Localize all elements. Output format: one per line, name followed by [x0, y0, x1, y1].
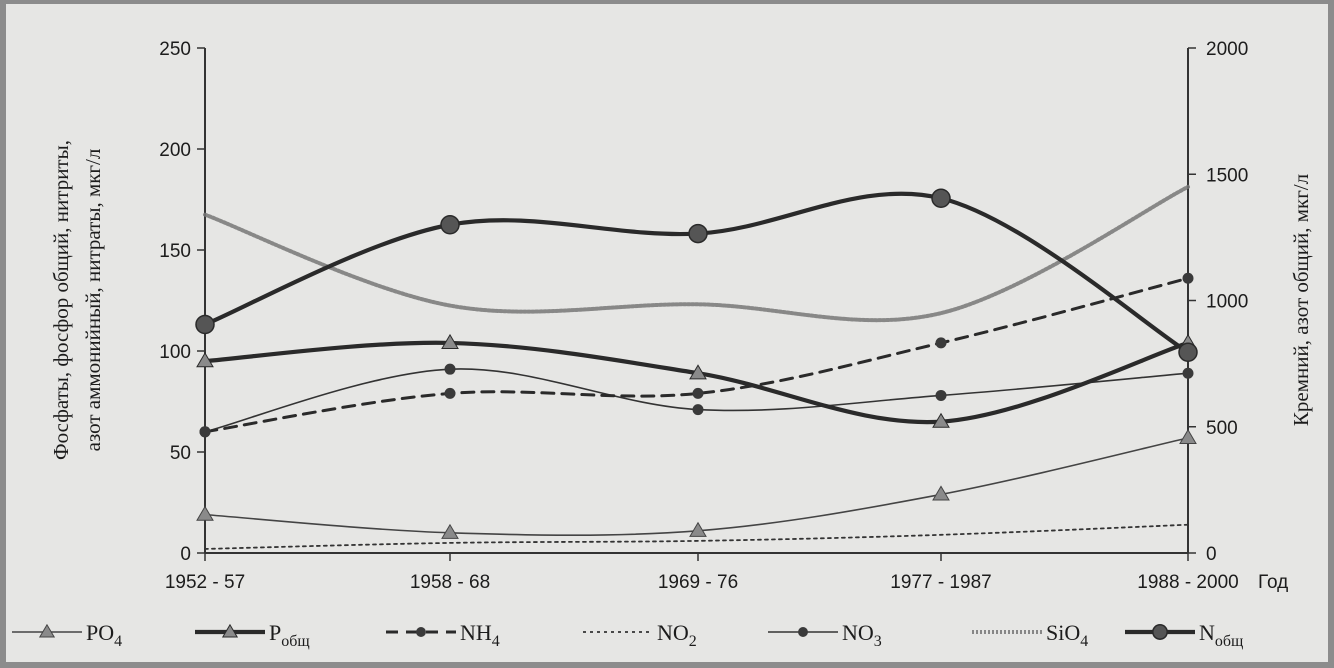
data-point-pобщ	[196, 352, 214, 368]
legend-label-no3: NO3	[842, 620, 882, 650]
data-point-no3	[692, 404, 704, 416]
data-point-nh4	[935, 337, 947, 349]
legend-label-sio4: SiO4	[1046, 620, 1088, 650]
data-point-po4	[1179, 428, 1197, 444]
data-point-no3	[935, 389, 947, 401]
legend-marker-nh4	[416, 627, 426, 637]
data-point-nобщ	[1178, 342, 1198, 363]
data-point-nобщ	[688, 223, 708, 244]
y-right-axis-title: Кремний, азот общий, мкг/л	[1289, 174, 1313, 426]
data-point-pобщ	[689, 364, 707, 380]
legend-marker-no3	[798, 627, 808, 637]
y-left-axis-title-line2: азот аммонийный, нитраты, мкг/л	[81, 149, 105, 452]
x-tick-label: 1988 - 2000	[1137, 572, 1238, 593]
legend-label-pобщ: Pобщ	[269, 620, 310, 650]
y-right-tick-label: 1500	[1206, 165, 1248, 186]
y-left-tick-label: 100	[159, 342, 191, 363]
legend-marker-po4	[38, 623, 56, 638]
y-left-tick-label: 250	[159, 39, 191, 60]
legend-label-no2: NO2	[657, 620, 697, 650]
y-right-tick-label: 2000	[1206, 39, 1248, 60]
legend-marker-pобщ	[221, 623, 239, 638]
data-point-no3	[1182, 367, 1194, 379]
data-point-nобщ	[440, 215, 460, 235]
data-point-nh4	[199, 426, 211, 438]
series-line-no2	[204, 523, 1189, 550]
x-tick-label: 1952 - 57	[165, 572, 245, 593]
data-point-po4	[689, 521, 707, 537]
x-unit-label: Год	[1258, 572, 1288, 593]
data-point-nh4	[444, 387, 456, 399]
data-point-nобщ	[195, 314, 215, 335]
y-left-tick-label: 150	[159, 241, 191, 262]
data-point-nh4	[692, 387, 704, 399]
y-left-tick-label: 0	[180, 544, 191, 565]
data-point-nh4	[1182, 272, 1194, 284]
y-right-tick-label: 500	[1206, 418, 1238, 439]
data-point-pобщ	[441, 333, 459, 350]
data-point-nобщ	[931, 188, 951, 208]
series-line-po4	[204, 437, 1189, 536]
y-left-axis-title-line1: Фосфаты, фосфор общий, нитриты,	[49, 140, 73, 460]
y-left-tick-label: 200	[159, 140, 191, 161]
legend-label-nобщ: Nобщ	[1199, 620, 1243, 650]
series-line-sio4	[203, 184, 1190, 323]
data-point-po4	[932, 485, 950, 501]
legend-label-nh4: NH4	[460, 620, 500, 650]
legend-label-po4: PO4	[86, 620, 122, 650]
y-right-tick-label: 0	[1206, 544, 1217, 565]
series-line-nh4	[203, 276, 1190, 434]
x-tick-label: 1958 - 68	[410, 572, 490, 593]
x-tick-label: 1969 - 76	[658, 572, 738, 593]
data-point-pобщ	[932, 412, 950, 428]
data-point-po4	[441, 523, 459, 539]
x-tick-label: 1977 - 1987	[890, 572, 991, 593]
data-point-po4	[196, 505, 214, 521]
y-right-tick-label: 1000	[1206, 292, 1248, 313]
y-left-tick-label: 50	[170, 443, 191, 464]
legend-marker-nобщ	[1152, 624, 1168, 640]
data-point-no3	[444, 363, 456, 375]
